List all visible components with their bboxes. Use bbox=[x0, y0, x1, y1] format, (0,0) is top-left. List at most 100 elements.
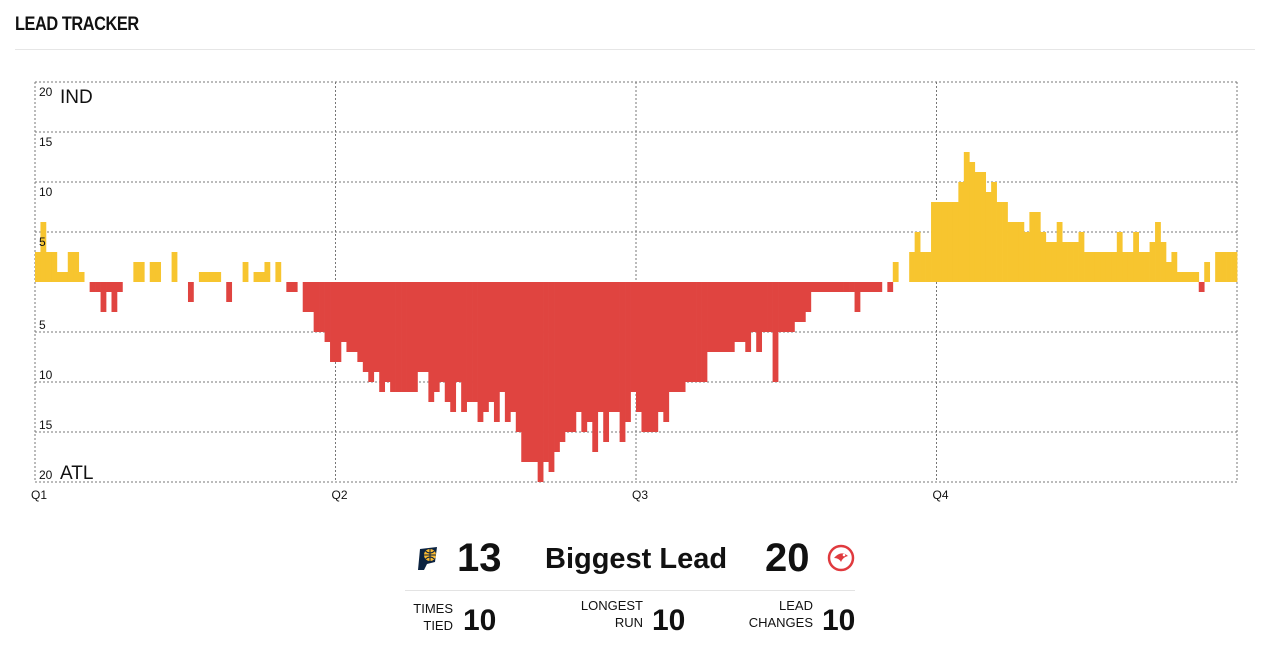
hawks-logo-icon[interactable] bbox=[827, 544, 855, 572]
ind-lead-bar bbox=[242, 262, 249, 282]
ind-lead-bar bbox=[974, 172, 981, 282]
atl-lead-bar bbox=[745, 282, 752, 352]
atl-lead-bar bbox=[619, 282, 626, 442]
atl-lead-bar bbox=[821, 282, 828, 292]
ind-lead-bar bbox=[941, 202, 948, 282]
quarter-label: Q3 bbox=[632, 488, 648, 502]
atl-lead-bar bbox=[401, 282, 407, 392]
atl-lead-bar bbox=[390, 282, 396, 392]
biggest-lead-row: 13 Biggest Lead 20 bbox=[405, 530, 865, 588]
ind-lead-bar bbox=[51, 252, 58, 282]
atl-lead-bar bbox=[778, 282, 784, 332]
atl-lead-bar bbox=[330, 282, 336, 362]
ind-lead-bar bbox=[1133, 232, 1139, 282]
ind-lead-bar bbox=[62, 272, 69, 282]
ind-lead-bar bbox=[1226, 252, 1232, 282]
ind-lead-bar bbox=[1176, 272, 1183, 282]
ind-lead-bar bbox=[1127, 252, 1134, 282]
atl-lead-bar bbox=[739, 282, 746, 342]
atl-lead-bar bbox=[439, 282, 446, 382]
atl-lead-bar bbox=[504, 282, 511, 422]
y-tick-label: 15 bbox=[39, 418, 53, 432]
stat-label-line2: TIED bbox=[423, 618, 453, 633]
atl-lead-bar bbox=[663, 282, 670, 422]
y-tick-label: 10 bbox=[39, 368, 53, 382]
atl-lead-bar bbox=[450, 282, 457, 412]
ind-lead-bar bbox=[914, 232, 921, 282]
atl-lead-bar bbox=[717, 282, 724, 352]
atl-lead-bar bbox=[564, 282, 571, 432]
atl-lead-bar bbox=[838, 282, 844, 292]
quarter-label: Q4 bbox=[933, 488, 949, 502]
ind-lead-bar bbox=[155, 262, 162, 282]
atl-lead-bar bbox=[526, 282, 533, 462]
ind-lead-bar bbox=[1073, 242, 1079, 282]
ind-lead-bar bbox=[1002, 202, 1008, 282]
ind-lead-bar bbox=[40, 222, 47, 282]
atl-lead-bar bbox=[805, 282, 812, 312]
ind-lead-bar bbox=[1029, 212, 1036, 282]
atl-lead-bar bbox=[767, 282, 773, 332]
ind-lead-bar bbox=[56, 272, 63, 282]
atl-lead-bar bbox=[849, 282, 855, 292]
ind-lead-bar bbox=[215, 272, 222, 282]
ind-lead-bar bbox=[35, 252, 41, 282]
atl-lead-bar bbox=[313, 282, 320, 332]
atl-lead-bar bbox=[455, 282, 462, 382]
atl-lead-bar bbox=[674, 282, 681, 392]
ind-lead-bar bbox=[1045, 242, 1052, 282]
ind-lead-bar bbox=[67, 252, 74, 282]
lead-tracker-chart: 20 15 10 5 5 10 15 20 IND ATL Q1 Q2 Q3 Q4 bbox=[31, 81, 1238, 502]
team-label-atl: ATL bbox=[60, 463, 93, 484]
atl-lead-bar bbox=[340, 282, 347, 342]
atl-lead-bar bbox=[488, 282, 495, 402]
ind-lead-bar bbox=[1012, 222, 1019, 282]
ind-lead-bar bbox=[1122, 252, 1129, 282]
stat-label-line1: TIMES bbox=[413, 601, 453, 616]
atl-lead-bar bbox=[187, 282, 194, 302]
ind-lead-bar bbox=[1056, 222, 1063, 282]
atl-lead-bar bbox=[685, 282, 691, 382]
atl-lead-bar bbox=[477, 282, 484, 422]
atl-lead-bar bbox=[335, 282, 342, 362]
atl-lead-bar bbox=[679, 282, 686, 392]
pacers-logo-icon[interactable] bbox=[415, 544, 443, 572]
ind-lead-bar bbox=[925, 252, 932, 282]
ind-lead-bar bbox=[275, 262, 282, 282]
y-tick-label: 15 bbox=[39, 135, 53, 149]
section-header: LEAD TRACKER bbox=[15, 14, 1255, 50]
atl-lead-bar bbox=[493, 282, 500, 422]
ind-lead-bar bbox=[936, 202, 943, 282]
atl-lead-bar bbox=[291, 282, 298, 292]
atl-lead-bar bbox=[532, 282, 538, 462]
ind-lead-bar bbox=[1067, 242, 1074, 282]
ind-lead-bar bbox=[1187, 272, 1194, 282]
stat-value: 10 bbox=[463, 604, 497, 637]
atl-lead-bar bbox=[319, 282, 325, 332]
ind-lead-bar bbox=[1089, 252, 1096, 282]
atl-lead-bar bbox=[226, 282, 233, 302]
atl-lead-bar bbox=[712, 282, 719, 352]
y-tick-label: 20 bbox=[39, 85, 53, 99]
atl-lead-bar bbox=[111, 282, 118, 312]
atl-lead-bar bbox=[630, 282, 637, 392]
atl-lead-bar bbox=[483, 282, 489, 412]
biggest-lead-label: Biggest Lead bbox=[545, 543, 728, 575]
ind-lead-bar bbox=[985, 192, 992, 282]
atl-lead-bar bbox=[810, 282, 817, 292]
atl-lead-bar bbox=[466, 282, 473, 402]
atl-lead-bar bbox=[417, 282, 424, 372]
atl-lead-bar bbox=[100, 282, 107, 312]
summary-divider bbox=[405, 590, 855, 591]
ind-lead-bar bbox=[958, 182, 965, 282]
y-tick-label: 5 bbox=[39, 235, 46, 249]
atl-lead-bar bbox=[641, 282, 648, 432]
atl-lead-bar bbox=[690, 282, 697, 382]
atl-lead-bar bbox=[559, 282, 566, 442]
atl-lead-bar bbox=[652, 282, 659, 432]
atl-lead-bar bbox=[832, 282, 839, 292]
atl-lead-bar bbox=[783, 282, 790, 332]
ind-lead-bar bbox=[969, 162, 976, 282]
ind-lead-bar bbox=[253, 272, 260, 282]
section-title: LEAD TRACKER bbox=[15, 14, 139, 35]
